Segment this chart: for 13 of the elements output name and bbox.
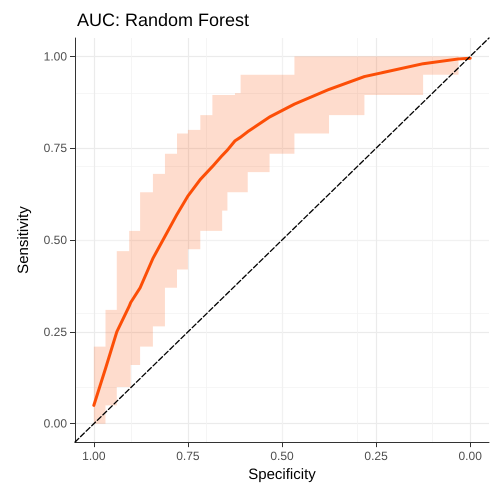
x-tick-label: 0.75 (176, 449, 200, 464)
y-tick-label: 1.00 (44, 49, 68, 64)
y-axis-title: Sensitivity (15, 206, 32, 274)
x-tick-label: 1.00 (82, 449, 106, 464)
chart-title: AUC: Random Forest (77, 10, 250, 30)
x-tick-label: 0.00 (458, 449, 482, 464)
y-tick-label: 0.75 (44, 141, 68, 156)
x-tick-label: 0.50 (270, 449, 294, 464)
y-tick-label: 0.00 (44, 416, 68, 431)
x-axis-title: Specificity (248, 466, 316, 483)
x-tick-label: 0.25 (364, 449, 388, 464)
y-tick-label: 0.50 (44, 233, 68, 248)
y-tick-label: 0.25 (44, 324, 68, 339)
